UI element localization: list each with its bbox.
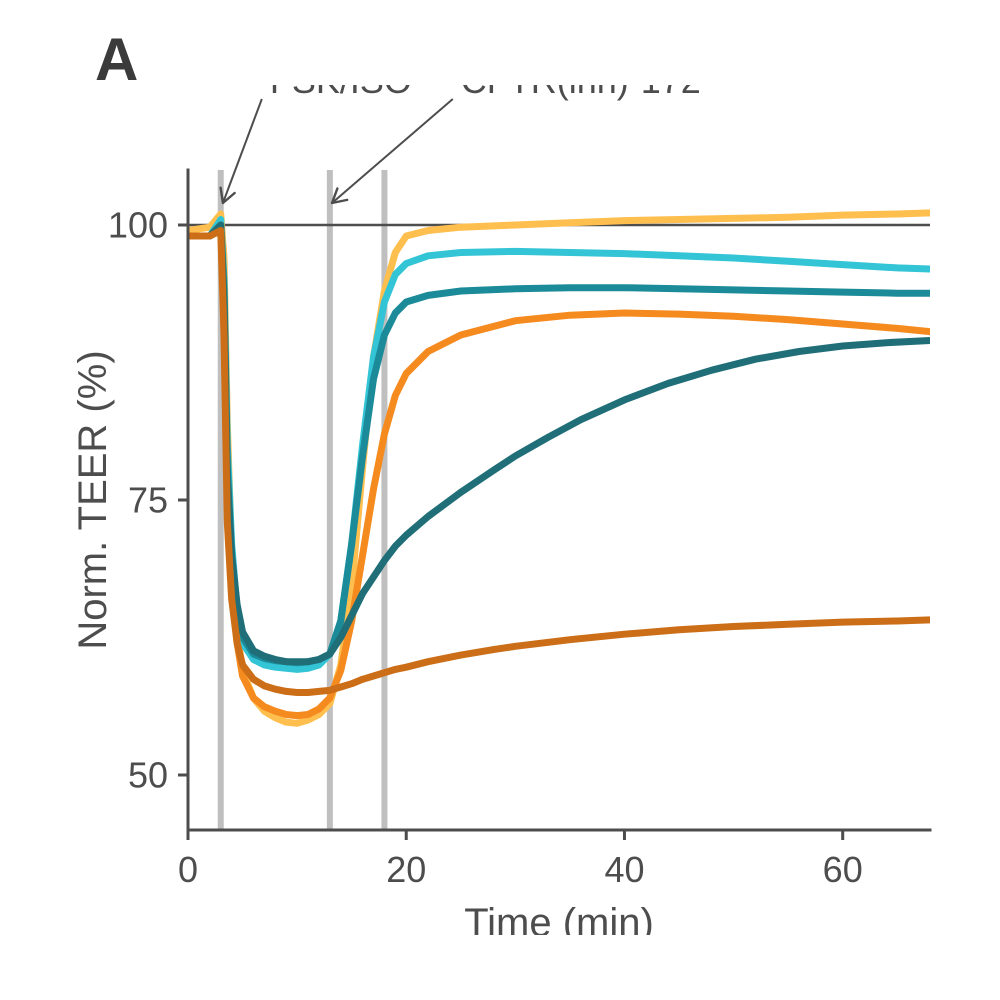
y-tick-label: 75 [128,480,168,521]
x-tick-label: 60 [823,849,863,890]
x-tick-label: 0 [178,849,198,890]
y-tick-label: 100 [108,205,168,246]
y-axis-title: Norm. TEER (%) [71,350,115,649]
y-tick-label: 50 [128,755,168,796]
annotation-label: FSK/ISO [270,85,412,101]
x-axis-title: Time (min) [464,901,654,935]
annotation-label: CFTR(inh)-172 [461,85,701,101]
x-tick-label: 40 [604,849,644,890]
annotation-arrow [223,99,262,203]
x-tick-label: 20 [386,849,426,890]
series-dark-orange [188,231,930,693]
chart-svg: 0 20 40 60 50 75 100 Time (min) Norm. TEER (%) FS… [70,85,940,935]
annotation-arrow [332,99,453,203]
panel-label: A [95,25,138,94]
series-teal [188,225,930,663]
teer-line-chart: 0 20 40 60 50 75 100 Time (min) Norm. TEER (%) FS… [70,85,940,935]
